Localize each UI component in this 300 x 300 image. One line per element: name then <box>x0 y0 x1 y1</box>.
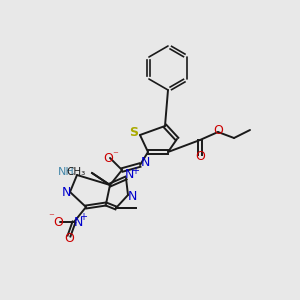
Text: N: N <box>124 169 134 182</box>
Text: ⁻: ⁻ <box>112 150 118 160</box>
Text: S: S <box>130 127 139 140</box>
Text: +: + <box>79 212 87 222</box>
Text: O: O <box>195 151 205 164</box>
Text: ⁻: ⁻ <box>48 212 54 222</box>
Text: CH₃: CH₃ <box>67 167 86 177</box>
Text: NH: NH <box>58 167 75 177</box>
Text: O: O <box>64 232 74 244</box>
Text: N: N <box>127 190 137 202</box>
Text: O: O <box>103 152 113 164</box>
Text: +: + <box>131 166 139 176</box>
Text: O: O <box>213 124 223 136</box>
Text: N: N <box>73 215 83 229</box>
Text: O: O <box>53 215 63 229</box>
Text: N: N <box>140 157 150 169</box>
Text: N: N <box>61 185 71 199</box>
